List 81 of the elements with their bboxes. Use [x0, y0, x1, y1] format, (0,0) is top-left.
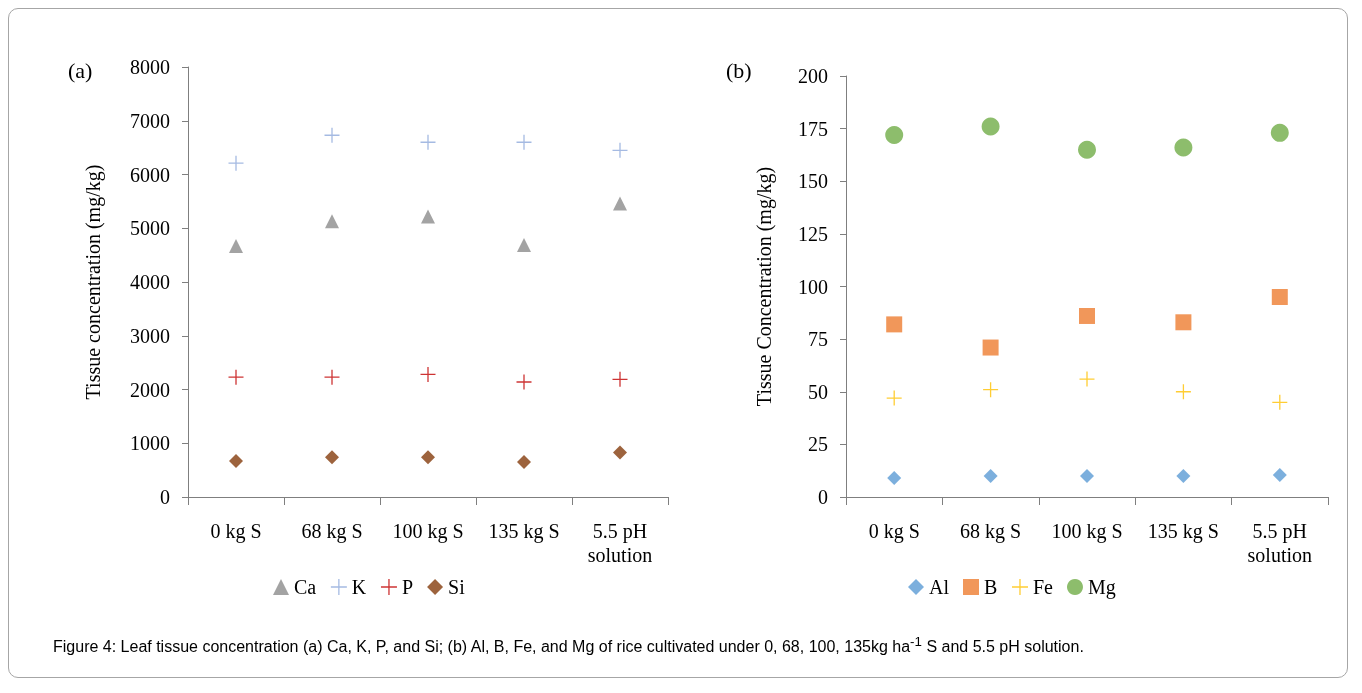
point: [1080, 468, 1094, 483]
point: [325, 450, 339, 465]
point: [419, 366, 437, 383]
point: [227, 155, 245, 172]
point: [421, 209, 435, 224]
x-tick-label: 135 kg S: [488, 520, 560, 543]
point: [1078, 140, 1096, 159]
chart-title: (a): [68, 57, 93, 83]
x-tick-label: 100 kg S: [1051, 520, 1123, 543]
point: [1079, 307, 1095, 324]
x-tick-label: 135 kg S: [1147, 520, 1219, 543]
y-tick-label: 5000: [130, 217, 170, 240]
x-tick-label: 0 kg S: [210, 520, 262, 543]
y-tick-label: 25: [808, 433, 828, 456]
caption: Figure 4: Leaf tissue concentration (a) Ca, K, P, and Si; (b) Al, B, Fe, and Mg of rice cultivated under 0, 68, 100, 135kg ha$^{-1}$ S and 5.5 pH solution.: [53, 633, 1085, 658]
point: [1175, 383, 1192, 400]
point: [1271, 289, 1288, 306]
y-tick-label: 6000: [130, 163, 170, 186]
point: [886, 316, 903, 333]
y-tick-label: 50: [808, 380, 828, 403]
y-tick-label: 8000: [130, 56, 170, 78]
y-tick-label: 100: [798, 275, 828, 298]
y-tick-label: 125: [798, 222, 828, 245]
point: [613, 196, 627, 211]
point: [981, 117, 1000, 136]
point: [227, 368, 245, 386]
legend-label: Mg: [1087, 576, 1116, 599]
point: [613, 445, 627, 460]
point: [1078, 370, 1096, 388]
point: [1175, 314, 1192, 331]
point: [325, 214, 339, 229]
legend-label: Fe: [1032, 576, 1054, 598]
point: [229, 238, 243, 253]
y-axis-title: Tissue concentration (mg/kg): [82, 164, 105, 400]
y-tick-label: 75: [808, 328, 828, 351]
point: [1174, 138, 1193, 157]
y-tick-label: 7000: [130, 109, 170, 132]
y-tick-label: 200: [798, 65, 828, 87]
point: [885, 125, 904, 144]
y-tick-label: 0: [160, 486, 170, 508]
y-tick-label: 2000: [130, 378, 170, 401]
y-axis-title: Tissue Concentration (mg/kg): [753, 166, 776, 407]
legend-label: P: [401, 576, 414, 598]
point: [515, 134, 533, 151]
point: [229, 453, 243, 468]
point: [517, 455, 531, 470]
point: [1272, 467, 1287, 482]
legend-label: Al: [929, 576, 950, 598]
point: [982, 339, 999, 356]
y-tick-label: 1000: [130, 432, 170, 455]
legend-label: Ca: [294, 576, 317, 598]
y-tick-label: 175: [798, 117, 828, 140]
y-tick-label: 0: [818, 486, 828, 508]
x-tick-label: 68 kg S: [960, 520, 1022, 543]
point: [419, 134, 437, 151]
point: [515, 373, 533, 391]
y-tick-label: 3000: [130, 324, 170, 347]
x-tick-label: 68 kg S: [301, 520, 363, 543]
point: [1176, 468, 1191, 483]
point: [323, 127, 341, 144]
point: [1271, 394, 1288, 411]
legend-label: Si: [448, 576, 466, 598]
x-tick-label: 100 kg S: [392, 520, 464, 543]
x-tick-label: 0 kg S: [868, 520, 920, 543]
point: [887, 471, 902, 486]
x-tick-label: 5.5 pH solution: [587, 520, 653, 566]
y-tick-label: 4000: [130, 271, 170, 293]
point: [982, 381, 999, 398]
point: [611, 142, 629, 159]
point: [886, 389, 903, 407]
point: [1270, 123, 1289, 142]
point: [421, 450, 435, 465]
legend-label: B: [984, 576, 998, 598]
point: [517, 237, 531, 252]
chart-title: (b): [726, 57, 752, 83]
point: [323, 368, 341, 386]
legend-label: K: [351, 576, 367, 598]
point: [611, 371, 629, 388]
point: [983, 468, 998, 483]
x-tick-label: 5.5 pH solution: [1247, 520, 1313, 566]
y-tick-label: 150: [798, 170, 828, 193]
